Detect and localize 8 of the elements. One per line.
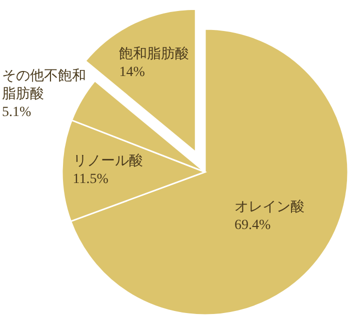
data-label: 11.5% xyxy=(72,171,110,190)
slice-label: 飽和脂肪酸 xyxy=(119,46,190,64)
data-label: 69.4% xyxy=(234,217,272,236)
slice-label: オレイン酸 xyxy=(234,199,304,218)
data-label: 14% xyxy=(119,64,146,82)
slice-label: リノール酸 xyxy=(72,153,143,172)
slice-label: その他不飽和脂肪酸 xyxy=(2,68,87,104)
data-label: 5.1% xyxy=(2,104,32,122)
